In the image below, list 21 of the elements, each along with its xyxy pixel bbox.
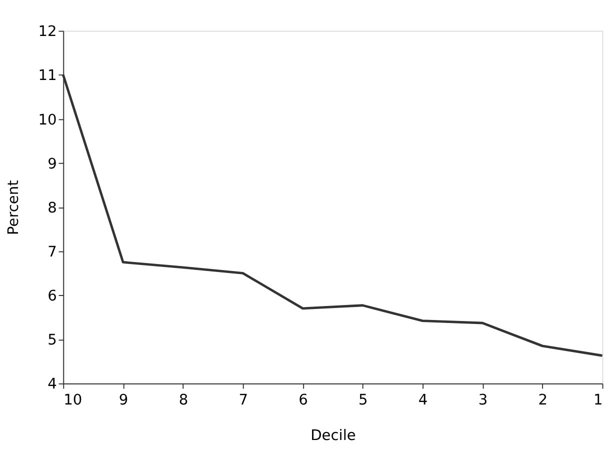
x-tick-label: 1 [594,391,603,408]
y-axis-title: Percent [4,180,22,235]
y-tick-label: 9 [48,155,57,172]
x-tick-label: 7 [238,391,248,408]
x-tick-label: 5 [358,391,368,408]
x-axis-title: Decile [310,427,356,444]
x-tick-label: 4 [418,391,428,408]
y-tick-label: 8 [48,199,57,216]
x-tick-label: 3 [478,391,488,408]
y-tick-label: 12 [38,23,57,40]
y-tick-label: 7 [48,244,57,261]
x-tick-label: 2 [538,391,548,408]
y-tick-label: 10 [38,111,57,128]
y-tick-label: 5 [48,332,57,349]
y-tick-label: 4 [48,376,57,393]
x-tick-label: 9 [118,391,128,408]
y-tick-label: 11 [38,67,57,84]
x-tick-label: 6 [298,391,308,408]
y-tick-label: 6 [48,288,57,305]
x-tick-label: 10 [64,391,82,408]
x-tick-label: 8 [178,391,188,408]
